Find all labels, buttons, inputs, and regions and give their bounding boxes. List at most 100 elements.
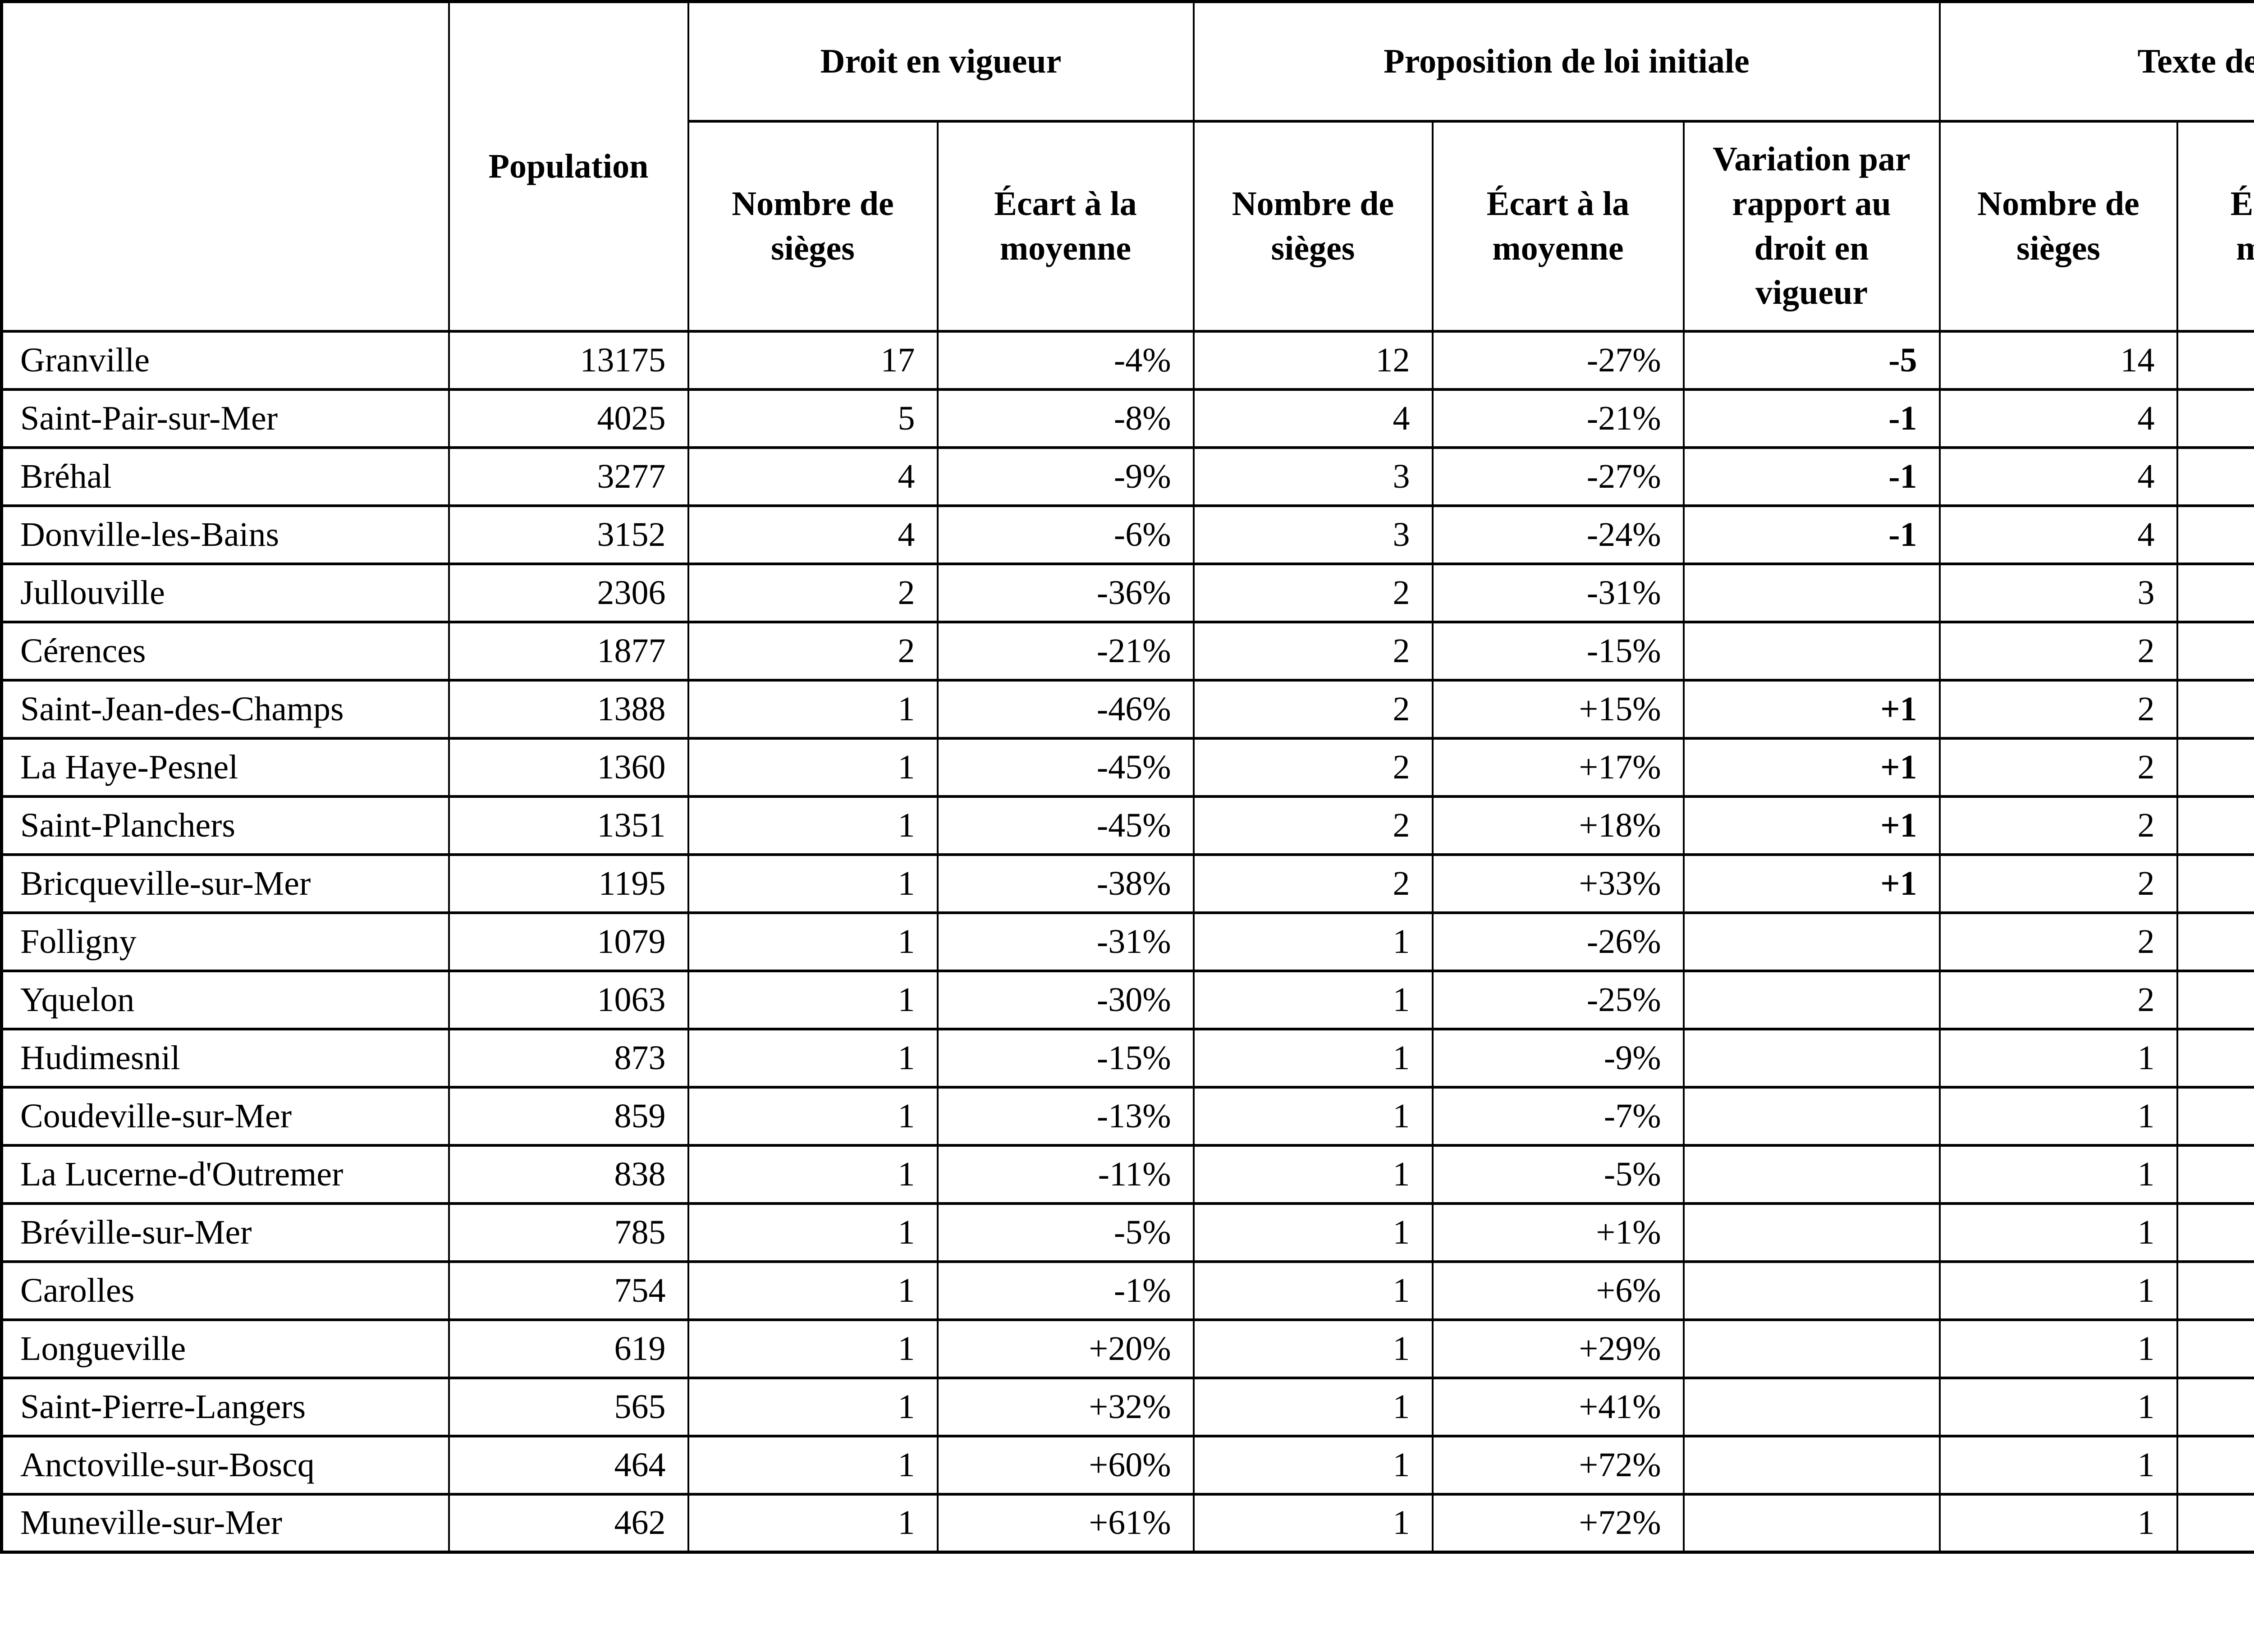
cell-ppl-ecart: -9% bbox=[1431, 1027, 1685, 1089]
cell-population: 13175 bbox=[448, 329, 689, 391]
cell-ppl-sieges: 4 bbox=[1192, 388, 1434, 449]
cell-ppl-ecart: -21% bbox=[1431, 388, 1685, 449]
cell-commune: Muneville-sur-Mer bbox=[0, 1492, 450, 1554]
cell-ppl-var: +1 bbox=[1682, 737, 1941, 798]
cell-tc-sieges: 1 bbox=[1938, 1202, 2178, 1263]
cell-tc-sieges: 1 bbox=[1938, 1085, 2178, 1147]
cell-ppl-sieges: 1 bbox=[1192, 1434, 1434, 1496]
cell-tc-ecart: +53% bbox=[2176, 1492, 2254, 1554]
cell-ppl-ecart: -26% bbox=[1431, 911, 1685, 972]
cell-tc-sieges: 1 bbox=[1938, 1434, 2178, 1496]
cell-tc-ecart: -10% bbox=[2176, 504, 2254, 565]
cell-ppl-ecart: -25% bbox=[1431, 969, 1685, 1030]
cell-tc-ecart: -18% bbox=[2176, 1085, 2254, 1147]
cell-dv-sieges: 1 bbox=[687, 1434, 939, 1496]
cell-dv-sieges: 1 bbox=[687, 795, 939, 856]
cell-dv-ecart: +20% bbox=[936, 1318, 1195, 1379]
cell-ppl-sieges: 2 bbox=[1192, 620, 1434, 682]
cell-ppl-sieges: 12 bbox=[1192, 329, 1434, 391]
cell-dv-sieges: 2 bbox=[687, 562, 939, 623]
cell-dv-sieges: 1 bbox=[687, 1318, 939, 1379]
group-header-texte-commission: Texte de la commission bbox=[1938, 0, 2254, 123]
col-header-ppl-variation: Variation par rapport au droit en vigueu… bbox=[1682, 119, 1941, 333]
cell-tc-ecart: +2% bbox=[2176, 678, 2254, 740]
cell-ppl-var bbox=[1682, 1027, 1941, 1089]
cell-tc-ecart: -6% bbox=[2176, 1260, 2254, 1321]
cell-tc-sieges: 2 bbox=[1938, 620, 2178, 682]
cell-ppl-var: +1 bbox=[1682, 795, 1941, 856]
cell-ppl-ecart: -24% bbox=[1431, 504, 1685, 565]
cell-tc-sieges: 3 bbox=[1938, 562, 2178, 623]
col-header-tc-ecart-moyenne: Écart à la moyenne bbox=[2176, 119, 2254, 333]
cell-commune: Longueville bbox=[0, 1318, 450, 1379]
cell-ppl-var bbox=[1682, 969, 1941, 1030]
cell-ppl-ecart: +33% bbox=[1431, 853, 1685, 914]
cell-ppl-var bbox=[1682, 562, 1941, 623]
cell-ppl-ecart: -27% bbox=[1431, 329, 1685, 391]
cell-dv-sieges: 2 bbox=[687, 620, 939, 682]
cell-tc-ecart: +14% bbox=[2176, 1318, 2254, 1379]
cell-dv-sieges: 1 bbox=[687, 1085, 939, 1147]
cell-ppl-sieges: 1 bbox=[1192, 969, 1434, 1030]
cell-population: 1063 bbox=[448, 969, 689, 1030]
cell-tc-sieges: 2 bbox=[1938, 678, 2178, 740]
cell-population: 873 bbox=[448, 1027, 689, 1089]
cell-ppl-var bbox=[1682, 1492, 1941, 1554]
cell-commune: Donville-les-Bains bbox=[0, 504, 450, 565]
cell-population: 3152 bbox=[448, 504, 689, 565]
cell-tc-ecart: +25% bbox=[2176, 1376, 2254, 1437]
cell-tc-ecart: -25% bbox=[2176, 329, 2254, 391]
cell-tc-ecart: +33% bbox=[2176, 969, 2254, 1030]
cell-dv-ecart: -11% bbox=[936, 1144, 1195, 1205]
cell-dv-sieges: 4 bbox=[687, 446, 939, 507]
cell-dv-ecart: -6% bbox=[936, 504, 1195, 565]
cell-ppl-var bbox=[1682, 1318, 1941, 1379]
cell-population: 838 bbox=[448, 1144, 689, 1205]
cell-ppl-var bbox=[1682, 1376, 1941, 1437]
cell-population: 1877 bbox=[448, 620, 689, 682]
cell-ppl-var: -1 bbox=[1682, 388, 1941, 449]
table-header: Population Droit en vigueur Proposition … bbox=[0, 0, 2254, 333]
cell-population: 1079 bbox=[448, 911, 689, 972]
cell-tc-ecart: +4% bbox=[2176, 737, 2254, 798]
cell-ppl-var: -1 bbox=[1682, 446, 1941, 507]
cell-ppl-sieges: 2 bbox=[1192, 737, 1434, 798]
cell-ppl-var bbox=[1682, 1202, 1941, 1263]
cell-ppl-ecart: +41% bbox=[1431, 1376, 1685, 1437]
col-header-dv-ecart-moyenne: Écart à la moyenne bbox=[936, 119, 1195, 333]
cell-ppl-sieges: 1 bbox=[1192, 1318, 1434, 1379]
cell-commune: Saint-Pair-sur-Mer bbox=[0, 388, 450, 449]
cell-ppl-sieges: 2 bbox=[1192, 562, 1434, 623]
cell-tc-sieges: 14 bbox=[1938, 329, 2178, 391]
cell-ppl-ecart: +15% bbox=[1431, 678, 1685, 740]
col-header-ppl-ecart-moyenne: Écart à la moyenne bbox=[1431, 119, 1685, 333]
cell-population: 2306 bbox=[448, 562, 689, 623]
cell-population: 3277 bbox=[448, 446, 689, 507]
cell-dv-sieges: 1 bbox=[687, 737, 939, 798]
cell-commune: Cérences bbox=[0, 620, 450, 682]
cell-commune: La Haye-Pesnel bbox=[0, 737, 450, 798]
table-body: Granville1317517-4%12-27%-514-25%-3Saint… bbox=[0, 329, 2254, 1554]
cell-ppl-ecart: +29% bbox=[1431, 1318, 1685, 1379]
cell-commune: Jullouville bbox=[0, 562, 450, 623]
cell-ppl-ecart: -27% bbox=[1431, 446, 1685, 507]
col-header-dv-nombre-sieges: Nombre de sièges bbox=[687, 119, 939, 333]
cell-tc-sieges: 2 bbox=[1938, 853, 2178, 914]
col-header-tc-nombre-sieges: Nombre de sièges bbox=[1938, 119, 2178, 333]
cell-dv-ecart: +32% bbox=[936, 1376, 1195, 1437]
cell-dv-ecart: -38% bbox=[936, 853, 1195, 914]
col-header-population: Population bbox=[448, 0, 689, 333]
cell-ppl-var bbox=[1682, 1260, 1941, 1321]
cell-dv-ecart: -1% bbox=[936, 1260, 1195, 1321]
cell-population: 464 bbox=[448, 1434, 689, 1496]
cell-population: 1351 bbox=[448, 795, 689, 856]
